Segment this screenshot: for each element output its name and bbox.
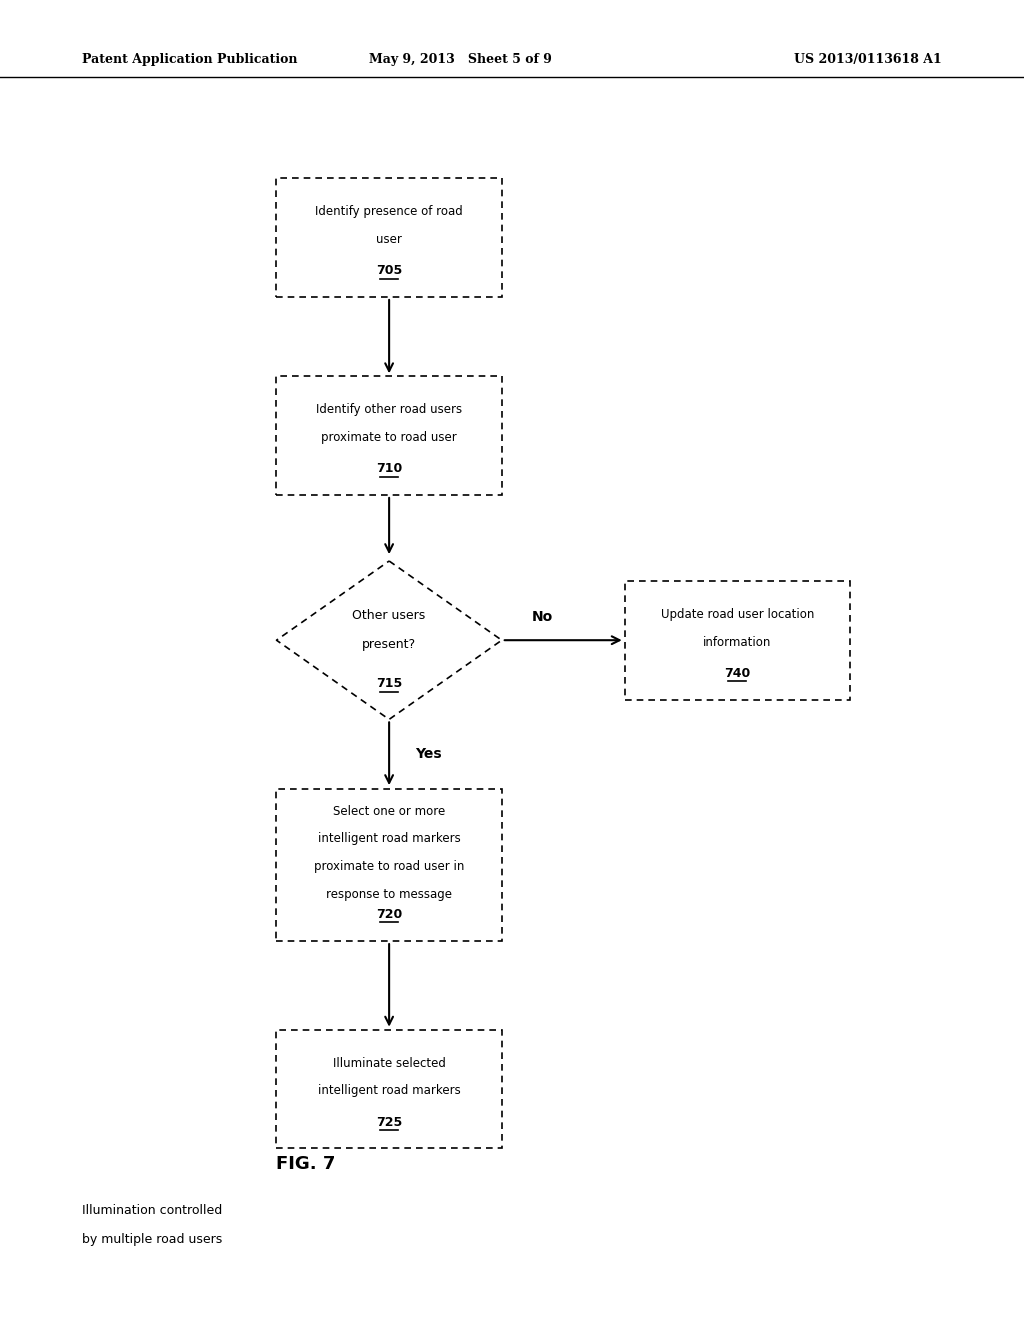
Text: No: No [532, 610, 553, 624]
Text: 740: 740 [724, 667, 751, 680]
Text: 720: 720 [376, 908, 402, 920]
Text: Identify other road users: Identify other road users [316, 404, 462, 416]
Text: FIG. 7: FIG. 7 [276, 1155, 336, 1173]
Polygon shape [276, 561, 502, 719]
Text: Illuminate selected: Illuminate selected [333, 1057, 445, 1069]
Text: US 2013/0113618 A1: US 2013/0113618 A1 [795, 53, 942, 66]
Text: Patent Application Publication: Patent Application Publication [82, 53, 297, 66]
FancyBboxPatch shape [276, 178, 502, 297]
Text: May 9, 2013   Sheet 5 of 9: May 9, 2013 Sheet 5 of 9 [370, 53, 552, 66]
Text: proximate to road user in: proximate to road user in [314, 861, 464, 873]
Text: Update road user location: Update road user location [660, 609, 814, 620]
FancyBboxPatch shape [625, 581, 850, 700]
Text: proximate to road user: proximate to road user [322, 432, 457, 444]
Text: by multiple road users: by multiple road users [82, 1233, 222, 1246]
Text: 725: 725 [376, 1115, 402, 1129]
Text: Other users: Other users [352, 610, 426, 622]
Text: present?: present? [362, 639, 416, 651]
Text: Illumination controlled: Illumination controlled [82, 1204, 222, 1217]
FancyBboxPatch shape [276, 376, 502, 495]
Text: 705: 705 [376, 264, 402, 277]
Text: user: user [376, 234, 402, 246]
Text: Identify presence of road: Identify presence of road [315, 206, 463, 218]
Text: 715: 715 [376, 677, 402, 690]
Text: Yes: Yes [415, 747, 441, 760]
Text: 710: 710 [376, 462, 402, 475]
Text: response to message: response to message [326, 888, 453, 900]
FancyBboxPatch shape [276, 789, 502, 940]
Text: intelligent road markers: intelligent road markers [317, 1085, 461, 1097]
FancyBboxPatch shape [276, 1030, 502, 1148]
Text: intelligent road markers: intelligent road markers [317, 833, 461, 845]
Text: Select one or more: Select one or more [333, 805, 445, 817]
Text: information: information [703, 636, 771, 648]
